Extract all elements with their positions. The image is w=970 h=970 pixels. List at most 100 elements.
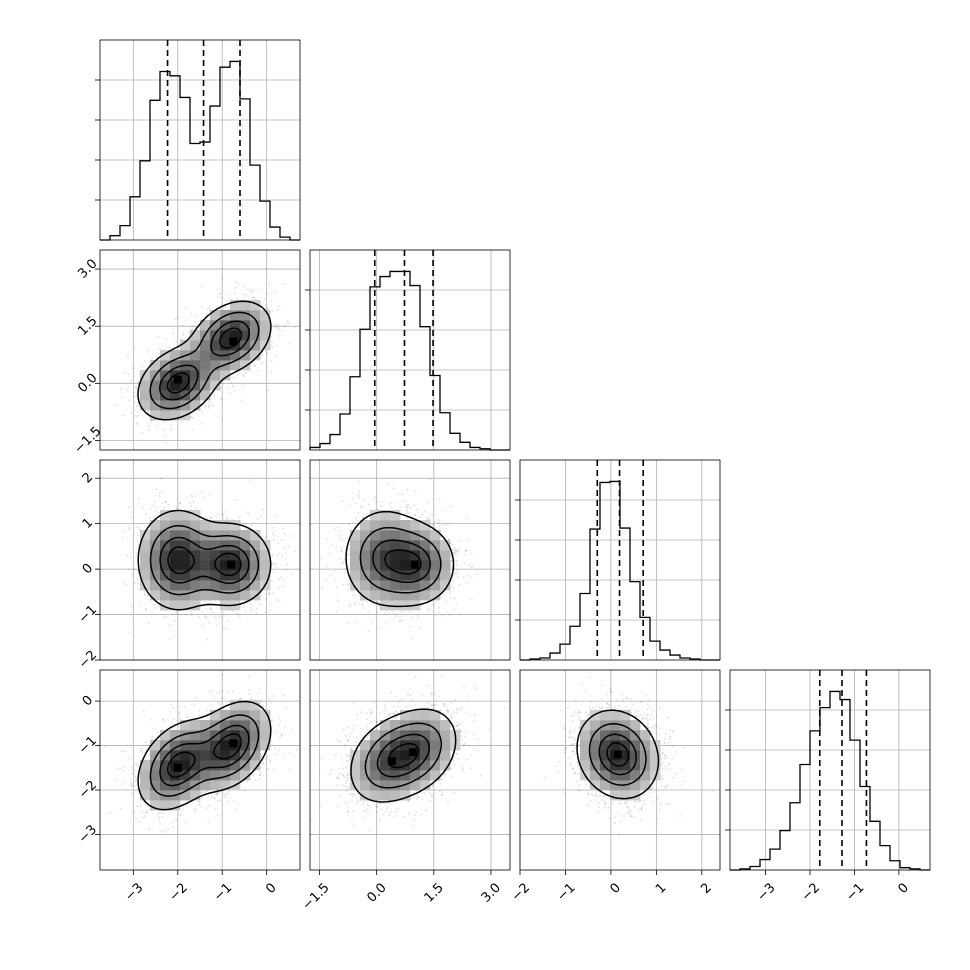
density-cell — [430, 750, 441, 761]
density-cell — [370, 750, 381, 761]
scatter-point — [609, 689, 611, 692]
density-cell — [220, 340, 231, 351]
scatter-point — [238, 516, 241, 519]
scatter-point — [465, 758, 468, 761]
scatter-point — [348, 503, 351, 506]
scatter-point — [617, 811, 620, 814]
scatter-point — [262, 508, 265, 511]
scatter-point — [662, 752, 665, 755]
scatter-point — [377, 601, 380, 604]
scatter-point — [265, 535, 268, 538]
scatter-point — [250, 290, 253, 293]
scatter-point — [337, 805, 339, 808]
scatter-point — [151, 611, 153, 614]
density-cell — [150, 580, 161, 591]
scatter-point — [353, 702, 356, 705]
scatter-point — [407, 503, 410, 506]
density-cell — [210, 740, 221, 751]
density-cell — [260, 330, 271, 341]
scatter-point — [355, 802, 358, 805]
density-cell — [220, 370, 231, 381]
scatter-point — [452, 587, 455, 590]
scatter-point — [179, 814, 182, 817]
scatter-point — [155, 507, 158, 509]
density-content — [103, 673, 314, 833]
scatter-point — [455, 752, 458, 755]
density-cell — [420, 590, 431, 601]
scatter-point — [222, 627, 225, 630]
scatter-point — [480, 774, 482, 777]
scatter-point — [312, 684, 314, 686]
scatter-point — [456, 568, 459, 571]
scatter-point — [448, 538, 450, 541]
density-cell — [400, 740, 411, 751]
scatter-point — [354, 740, 357, 743]
scatter-point — [617, 705, 620, 707]
density-cell — [350, 560, 361, 571]
scatter-point — [569, 762, 571, 765]
scatter-point — [282, 694, 285, 697]
density-cell — [260, 560, 271, 571]
scatter-point — [655, 725, 658, 728]
scatter-point — [384, 703, 387, 706]
scatter-point — [284, 283, 287, 286]
scatter-point — [433, 693, 436, 696]
scatter-point — [586, 715, 589, 718]
y-tick-label: 2 — [80, 470, 96, 486]
scatter-point — [261, 354, 264, 357]
density-cell — [210, 570, 221, 581]
scatter-point — [353, 793, 356, 796]
scatter-point — [318, 769, 321, 772]
scatter-point — [375, 721, 378, 724]
scatter-point — [434, 703, 437, 706]
scatter-point — [251, 296, 254, 299]
scatter-point — [290, 572, 293, 575]
scatter-point — [430, 703, 433, 705]
scatter-point — [465, 549, 468, 552]
density-cell — [410, 550, 421, 561]
scatter-point — [368, 810, 371, 813]
scatter-point — [473, 733, 476, 736]
density-cell — [230, 590, 241, 601]
scatter-point — [147, 411, 150, 414]
scatter-point — [405, 512, 408, 515]
density-cell — [220, 770, 231, 781]
scatter-point — [347, 806, 350, 809]
density-cell — [220, 520, 231, 531]
density-cell — [590, 760, 601, 771]
scatter-point — [326, 565, 329, 567]
scatter-point — [219, 292, 222, 295]
scatter-point — [619, 820, 622, 823]
scatter-point — [656, 817, 659, 820]
density-cell — [420, 560, 431, 571]
scatter-point — [278, 578, 280, 580]
scatter-point — [387, 482, 390, 485]
scatter-point — [262, 705, 265, 708]
scatter-point — [217, 799, 219, 802]
scatter-point — [184, 822, 187, 825]
contour-line — [350, 708, 457, 803]
scatter-point — [269, 760, 272, 763]
scatter-point — [611, 802, 614, 805]
scatter-point — [122, 770, 125, 773]
scatter-point — [449, 590, 451, 593]
scatter-point — [575, 761, 578, 764]
scatter-point — [646, 724, 649, 727]
scatter-point — [128, 526, 130, 529]
density-panel-2-3: −2 −1 0 1 2 — [509, 669, 721, 905]
density-cell — [200, 340, 211, 351]
scatter-point — [137, 582, 140, 585]
scatter-point — [223, 793, 226, 796]
scatter-point — [132, 773, 134, 775]
scatter-point — [130, 412, 133, 415]
scatter-point — [221, 697, 223, 700]
scatter-point — [378, 802, 381, 805]
scatter-point — [149, 422, 152, 425]
scatter-point — [578, 727, 581, 730]
density-cell — [370, 760, 381, 771]
density-cell — [390, 510, 401, 521]
scatter-point — [658, 733, 661, 736]
density-cell — [170, 380, 181, 391]
scatter-point — [96, 402, 98, 404]
scatter-point — [629, 812, 632, 815]
